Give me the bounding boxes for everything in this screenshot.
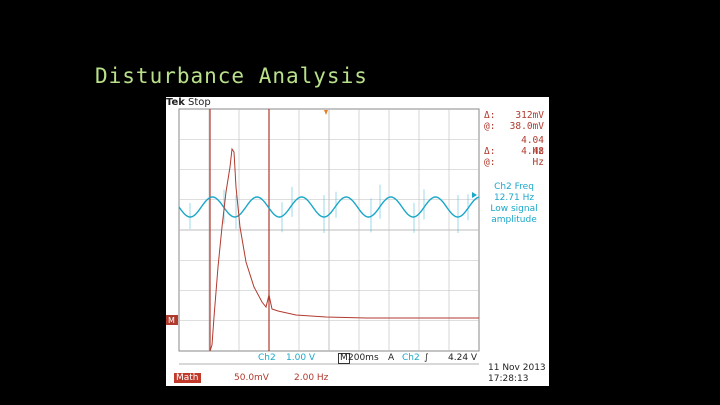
- ch2-warning-line1: Low signal: [490, 204, 538, 214]
- readout-value: 4.48 Hz: [521, 146, 544, 168]
- trigger-position-marker: [324, 110, 328, 115]
- capture-time: 17:28:13: [488, 374, 529, 384]
- math-trace: [209, 147, 479, 352]
- oscilloscope-screenshot: M Tek Stop Δ: 312mV @: 38.0mV Δ: 4.04 Hz @:…: [166, 97, 549, 386]
- graticule-grid: [179, 109, 479, 351]
- math-scale: 50.0mV: [234, 373, 269, 383]
- acquisition-status: Stop: [188, 97, 211, 108]
- readout-at-voltage: @: 38.0mV: [484, 121, 544, 132]
- readout-value: 312mV: [515, 110, 544, 121]
- timebase-value: 200ms: [348, 353, 379, 363]
- readout-symbol: Δ:: [484, 110, 496, 121]
- scope-display: M: [166, 108, 480, 365]
- trigger-level: 4.24 V: [448, 353, 478, 363]
- trigger-slope-icon: ∫: [424, 353, 429, 363]
- readout-value: 38.0mV: [509, 121, 544, 132]
- readout-at-freq: @: 4.48 Hz: [484, 146, 544, 168]
- readout-symbol: Δ:: [484, 146, 496, 157]
- trigger-marker: A: [388, 353, 395, 363]
- tek-logo: Tek: [166, 97, 185, 108]
- ch2-frequency-info: Ch2 Freq 12.71 Hz Low signal amplitude: [484, 182, 544, 226]
- ch2-trace: [178, 196, 480, 218]
- capture-date: 11 Nov 2013: [488, 363, 546, 373]
- ch2-freq-title: Ch2 Freq: [494, 182, 534, 192]
- trigger-source: Ch2: [402, 353, 420, 363]
- math-ref-marker: M: [168, 316, 175, 325]
- math-frequency: 2.00 Hz: [294, 373, 329, 383]
- timebase-marker: M: [338, 353, 350, 364]
- readout-value: 4.04 Hz: [521, 135, 544, 157]
- readout-delta-freq: Δ: 4.04 Hz: [484, 135, 544, 157]
- ch2-label: Ch2: [258, 353, 276, 363]
- ch2-level-marker: [472, 192, 477, 198]
- ch2-freq-value: 12.71 Hz: [493, 193, 535, 203]
- ch2-noise: [189, 184, 469, 233]
- ch2-scale: 1.00 V: [286, 353, 316, 363]
- readout-delta-voltage: Δ: 312mV: [484, 110, 544, 121]
- math-ref-marker-bg: [166, 315, 178, 325]
- slide-title: Disturbance Analysis: [95, 64, 368, 88]
- math-label: Math: [174, 373, 201, 383]
- readout-symbol: @:: [484, 157, 496, 168]
- readout-symbol: @:: [484, 121, 496, 132]
- ch2-warning-line2: amplitude: [491, 215, 537, 225]
